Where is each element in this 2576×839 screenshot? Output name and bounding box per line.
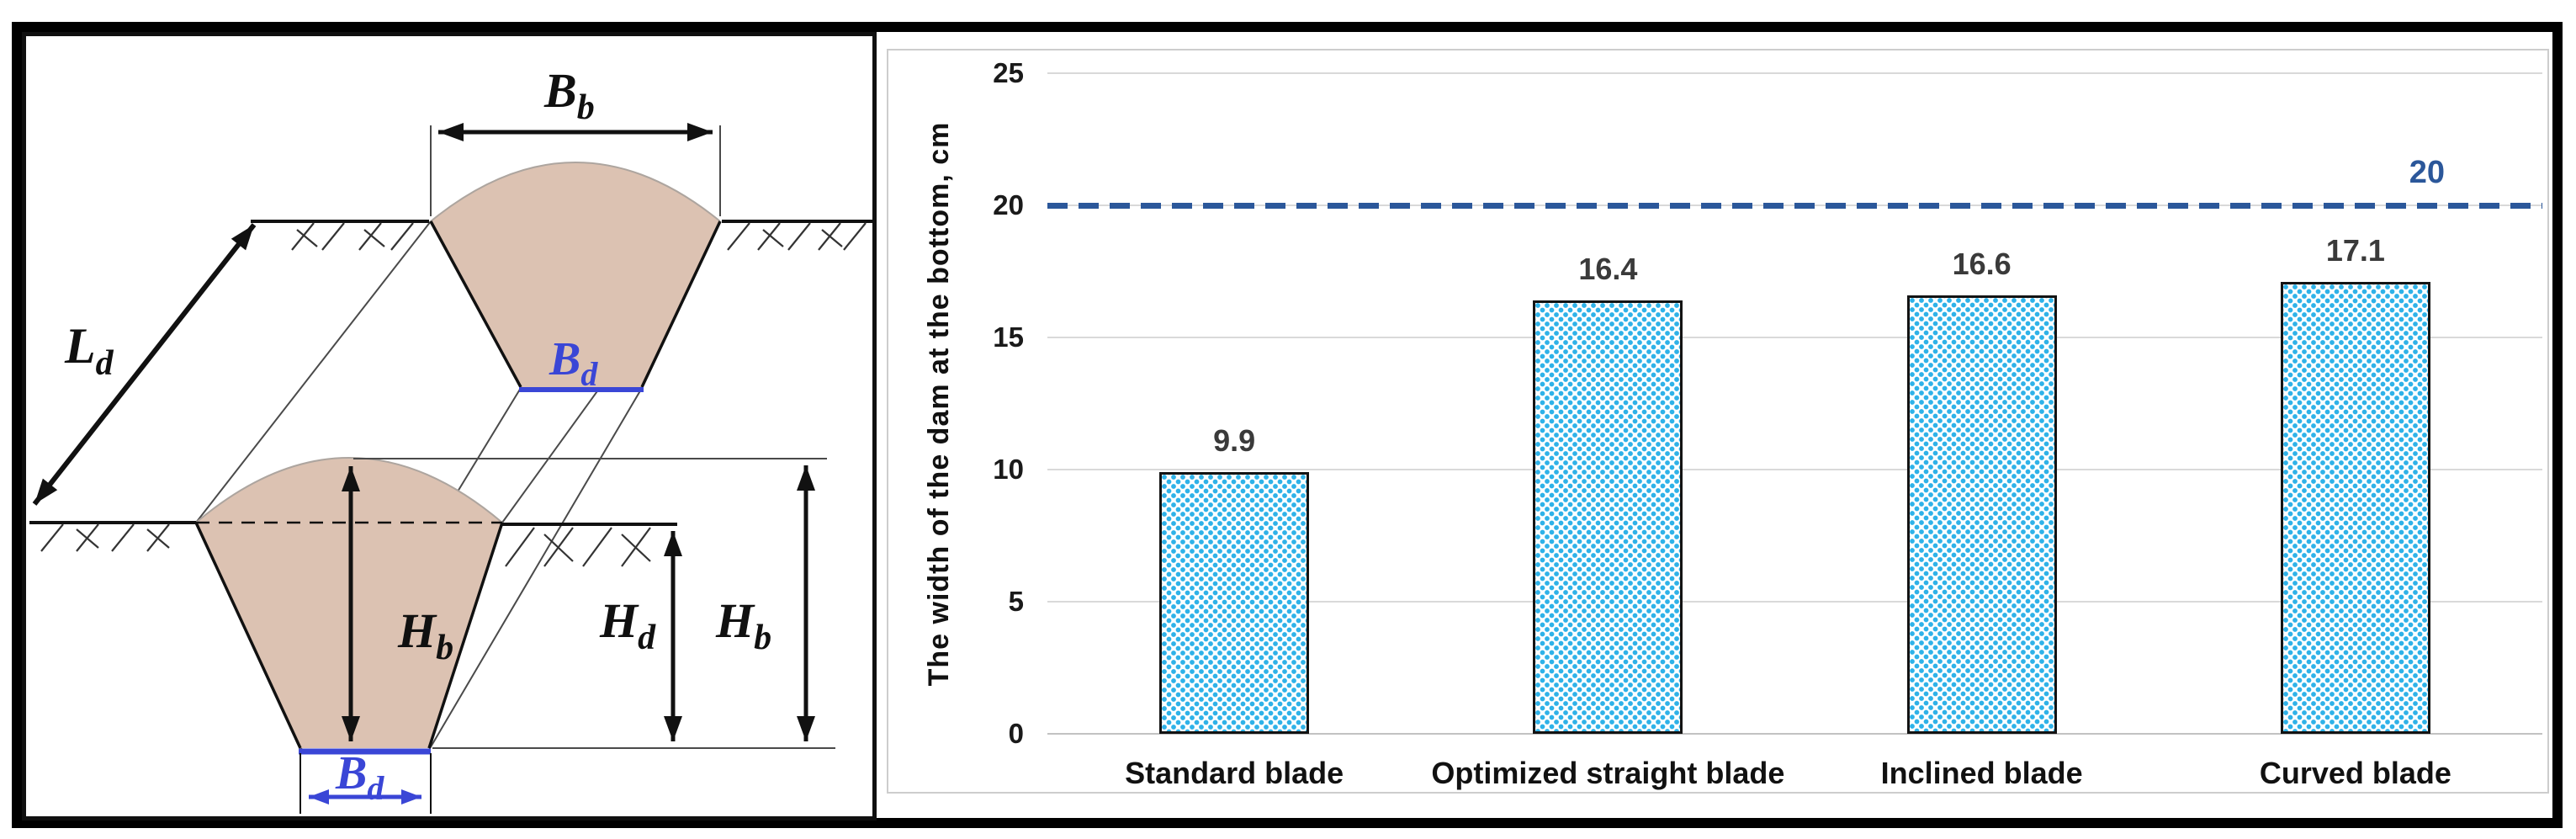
bar-value-label: 16.4 — [1578, 252, 1638, 286]
ground-hatching — [40, 222, 867, 567]
bar-value-label: 16.6 — [1952, 247, 2012, 281]
label-Bd-lower: Bd — [335, 747, 384, 807]
x-category-label: Inclined blade — [1880, 756, 2083, 790]
y-tick-label: 0 — [1008, 718, 1024, 749]
y-tick-label: 15 — [993, 321, 1024, 353]
bar-standard-blade — [1159, 472, 1310, 734]
gridline-5 — [1047, 601, 2542, 603]
upper-dam-cross-section — [429, 162, 722, 392]
reference-line-label: 20 — [2409, 155, 2445, 190]
x-category-label: Curved blade — [2259, 756, 2451, 790]
reference-extension-lines — [299, 125, 835, 814]
bar-value-label: 17.1 — [2325, 233, 2385, 268]
label-Hb-right: Hb — [715, 593, 771, 657]
label-Bb: Bb — [543, 63, 595, 127]
y-tick-label: 5 — [1008, 586, 1024, 617]
y-tick-label: 10 — [993, 454, 1024, 485]
gridline-25 — [1047, 72, 2542, 74]
label-Hb-inner: Hb — [397, 603, 453, 667]
y-tick-label: 20 — [993, 189, 1024, 220]
ground-surface-lines — [29, 220, 872, 526]
gridline-0 — [1047, 733, 2542, 735]
dim-arrow-Ld — [32, 223, 257, 506]
y-tick-label: 25 — [993, 57, 1024, 88]
label-Hd: Hd — [599, 593, 656, 657]
dimension-arrows — [32, 123, 815, 804]
gridline-10 — [1047, 469, 2542, 470]
bar-chart: The width of the dam at the bottom, cm 0… — [887, 49, 2549, 794]
bar-inclined-blade — [1906, 295, 2057, 734]
y-axis-title: The width of the dam at the bottom, cm — [923, 121, 955, 687]
reference-line-20 — [1047, 203, 2542, 209]
x-category-label: Standard blade — [1125, 756, 1344, 790]
x-category-label: Optimized straight blade — [1431, 756, 1785, 790]
dam-diagram-panel: Bb Ld Bd Hb Hd Hb Bd — [22, 32, 877, 820]
bar-value-label: 9.9 — [1213, 423, 1256, 458]
bar-optimized-straight-blade — [1533, 300, 1683, 734]
dam-diagram-svg: Bb Ld Bd Hb Hd Hb Bd — [29, 63, 872, 814]
label-Ld: Ld — [64, 318, 114, 383]
gridline-15 — [1047, 337, 2542, 338]
label-Bd-upper: Bd — [549, 333, 598, 393]
bar-curved-blade — [2280, 282, 2430, 734]
